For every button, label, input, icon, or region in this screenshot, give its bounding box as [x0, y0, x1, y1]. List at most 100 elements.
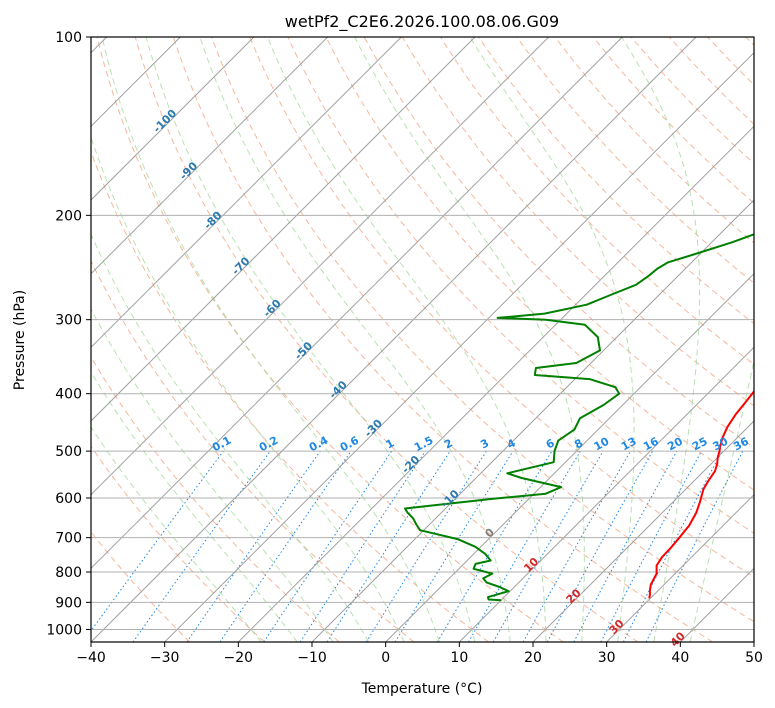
dewpoint-point — [614, 386, 617, 388]
dewpoint-point — [487, 596, 489, 598]
temperature-point — [714, 470, 716, 472]
y-tick-label: 200 — [55, 208, 82, 224]
moist-adiabat-line — [101, 37, 440, 642]
dewpoint-point — [584, 324, 586, 326]
dewpoint-point — [545, 493, 547, 495]
temperature-point — [745, 401, 747, 403]
axes: −40 −30 −20 −10 0 10 20 30 40 50 100 200 300 400 500 60… — [46, 30, 763, 666]
isotherm-line — [91, 37, 623, 570]
dry-adiabat-line — [96, 37, 564, 642]
temperature-point — [699, 500, 701, 502]
isotherm-line — [311, 199, 754, 642]
mixing-ratio-line — [186, 450, 321, 642]
x-tick-label: 10 — [450, 650, 468, 666]
dewpoint-point — [491, 498, 493, 500]
dewpoint-point — [482, 577, 484, 580]
temperature-point — [656, 573, 658, 575]
y-tick-label: 100 — [55, 30, 82, 46]
dewpoint-point — [412, 518, 414, 520]
dewpoint-point — [696, 252, 698, 255]
dewpoint-point — [648, 275, 650, 277]
dewpoint-point — [553, 461, 555, 463]
background-lines — [91, 37, 754, 642]
x-tick-label: −10 — [297, 650, 327, 666]
dewpoint-point — [544, 313, 546, 315]
moist-adiabat-line — [354, 37, 585, 642]
sounding-profiles — [404, 233, 754, 602]
dewpoint-point — [488, 598, 490, 601]
temperature-point — [735, 413, 737, 415]
dry-adiabat-line — [91, 445, 265, 642]
mixing-ratio-line — [326, 450, 451, 642]
x-tick-label: 50 — [745, 650, 763, 666]
dewpoint-point — [499, 586, 501, 588]
moist-adiabat-line — [91, 426, 262, 642]
temperature-point — [656, 564, 658, 567]
moist-adiabat-line — [91, 370, 298, 642]
dewpoint-point — [484, 553, 486, 555]
isotherm-line — [91, 37, 329, 275]
mixing-ratio-line — [522, 450, 631, 642]
temperature-point — [721, 437, 724, 439]
temperature-point — [649, 590, 651, 592]
dewpoint-point — [557, 440, 559, 442]
temperature-point — [671, 546, 673, 548]
mixing-ratio-label: 30 — [711, 435, 731, 454]
x-tick-label: −20 — [224, 650, 254, 666]
dewpoint-point — [667, 261, 669, 263]
y-tick-label: 600 — [55, 491, 82, 507]
dry-adiabat-line — [249, 37, 754, 578]
temperature-point — [678, 537, 680, 539]
dry-adiabat-line — [172, 37, 713, 642]
dewpoint-point — [500, 599, 502, 601]
dewpoint-point — [618, 393, 620, 395]
dry-adiabat-line — [91, 259, 415, 642]
isotherm-line — [164, 51, 754, 642]
dewpoint-point — [534, 374, 536, 376]
isotherm-line — [385, 272, 754, 642]
x-tick-label: −30 — [150, 650, 180, 666]
x-axis-title: Temperature (°C) — [361, 681, 483, 697]
temperature-point — [716, 463, 718, 465]
dewpoint-point — [491, 573, 493, 575]
dewpoint-point — [599, 349, 601, 351]
dewpoint-point — [474, 546, 476, 548]
mixing-ratio-line — [546, 450, 654, 642]
dewpoint-point — [473, 568, 475, 570]
isotherm-line — [237, 125, 754, 642]
y-tick-label: 900 — [55, 595, 82, 611]
moist-adiabat-line — [199, 37, 511, 642]
dewpoint-point — [579, 417, 581, 419]
dry-adiabat-line — [134, 37, 639, 642]
dewpoint-point — [635, 284, 637, 286]
mixing-ratio-line — [573, 450, 678, 642]
y-tick-label: 400 — [55, 387, 82, 403]
moist-adiabat-line — [689, 358, 754, 642]
moist-adiabat-line — [145, 37, 476, 642]
mixing-ratio-label: 20 — [665, 435, 685, 454]
x-tick-label: 40 — [671, 650, 689, 666]
dewpoint-point — [404, 507, 406, 510]
dewpoint-point — [490, 559, 492, 562]
plot-frame — [90, 36, 755, 643]
x-tick-label: 20 — [524, 650, 542, 666]
mixing-ratio-line — [394, 450, 514, 642]
dewpoint-point — [573, 429, 576, 431]
dewpoint-point — [586, 304, 588, 306]
mixing-ratio-label: 10 — [592, 435, 612, 454]
x-tick-label: −40 — [76, 650, 106, 666]
temperature-point — [649, 594, 651, 596]
moist-adiabat-line — [91, 233, 370, 642]
dewpoint-point — [575, 362, 577, 364]
dewpoint-point — [545, 319, 547, 321]
dewpoint-point — [521, 477, 523, 479]
dry-adiabat-line — [287, 37, 754, 534]
temperature-point — [702, 488, 705, 490]
dewpoint-point — [602, 404, 605, 406]
dewpoint-point — [535, 367, 537, 369]
dewpoint-point — [406, 511, 409, 514]
mixing-ratio-line — [219, 450, 352, 642]
y-tick-label: 700 — [55, 531, 82, 547]
y-tick-label: 300 — [55, 313, 82, 329]
